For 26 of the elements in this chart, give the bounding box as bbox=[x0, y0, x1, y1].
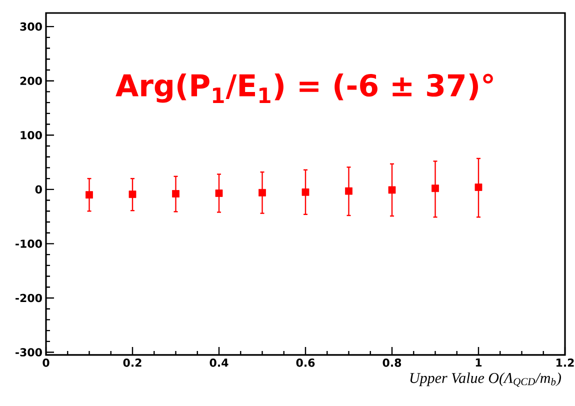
annotation: Arg(P$_{1}$/E$_{1}$) = (-6 ± 37)° bbox=[116, 73, 493, 103]
point bbox=[215, 190, 223, 197]
x-tick-label: 0.8 bbox=[382, 358, 402, 367]
x-tick-label: 1 bbox=[476, 358, 482, 367]
x-tick-label: 0.6 bbox=[296, 358, 315, 367]
x-tick-label: 0.4 bbox=[210, 358, 228, 367]
point bbox=[128, 190, 136, 198]
point bbox=[432, 184, 439, 192]
point bbox=[86, 191, 93, 199]
point bbox=[258, 188, 266, 196]
x-axis-title: Upper Value O(Λ$_{QCD}$/m$_{b}$) bbox=[410, 372, 561, 387]
point bbox=[345, 187, 352, 195]
y-tick-label: 300 bbox=[20, 22, 42, 31]
point bbox=[172, 190, 180, 198]
y-tick-label: 200 bbox=[20, 76, 42, 86]
x-tick-label: 0 bbox=[42, 358, 50, 367]
x-tick-label: 1.2 bbox=[556, 358, 574, 367]
y-tick-label: -200 bbox=[16, 294, 42, 302]
point bbox=[474, 184, 482, 191]
y-tick-label: -100 bbox=[16, 240, 42, 248]
x-tick-label: 0.2 bbox=[123, 358, 142, 367]
point bbox=[302, 188, 310, 196]
y-tick-label: -300 bbox=[16, 348, 42, 356]
y-tick-label: 100 bbox=[20, 130, 42, 140]
y-tick-label: 0 bbox=[35, 185, 42, 194]
point bbox=[388, 186, 396, 194]
